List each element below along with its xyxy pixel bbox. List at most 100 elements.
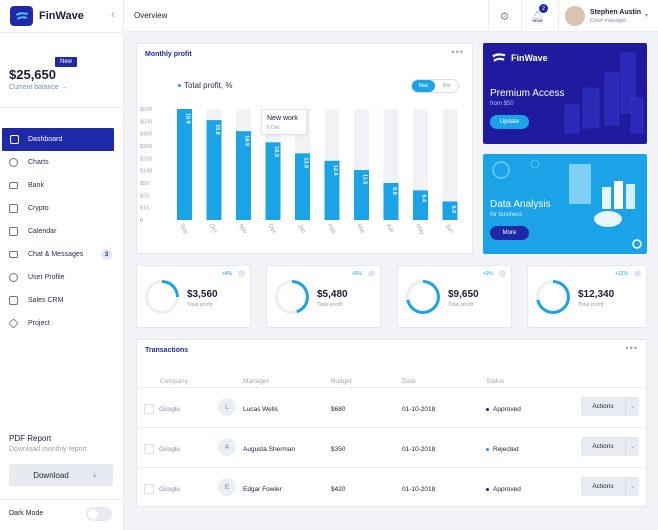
pie-chart-icon bbox=[9, 158, 18, 167]
cube-icon bbox=[9, 204, 18, 213]
stat-label: Total profit bbox=[578, 302, 604, 308]
date-cell: 01-10-2018 bbox=[402, 486, 436, 493]
dark-mode-label: Dark Mode bbox=[9, 510, 44, 517]
stat-card: $12,340 Total profit +12% bbox=[527, 265, 647, 328]
progress-ring bbox=[145, 280, 179, 314]
stat-value: $3,560 bbox=[187, 289, 218, 300]
user-icon bbox=[9, 273, 18, 282]
budget-cell: $680 bbox=[331, 406, 346, 413]
settings-button[interactable]: ⚙ bbox=[488, 0, 520, 32]
y-tick-label: $50 bbox=[140, 181, 149, 187]
stat-change: +9% bbox=[482, 271, 493, 277]
info-icon[interactable] bbox=[634, 270, 641, 277]
table-row: Google A Augusta Sherman $350 01-10-2018… bbox=[136, 427, 646, 467]
pdf-report-title: PDF Report bbox=[9, 434, 52, 443]
stat-change: +12% bbox=[615, 271, 628, 277]
column-header-date[interactable]: Date bbox=[402, 378, 416, 385]
tooltip-title: New work bbox=[267, 115, 298, 122]
credit-card-icon bbox=[9, 182, 18, 189]
bar-value-label: 6.4 bbox=[421, 194, 427, 203]
sidebar-item-chat[interactable]: Chat & Messages 3 bbox=[0, 243, 124, 266]
info-icon[interactable] bbox=[499, 270, 506, 277]
divider bbox=[0, 107, 124, 108]
actions-button[interactable]: Actions ⌄ bbox=[581, 477, 639, 496]
actions-button[interactable]: Actions ⌄ bbox=[581, 437, 639, 456]
chevron-left-icon[interactable]: ‹ bbox=[111, 9, 115, 21]
sidebar-nav: Dashboard Charts Bank Crypto Calendar Ch… bbox=[0, 128, 124, 335]
y-tick-label: $300 bbox=[140, 144, 152, 150]
sidebar-item-label: Calendar bbox=[28, 228, 57, 235]
row-checkbox[interactable] bbox=[144, 444, 154, 454]
sidebar-item-charts[interactable]: Charts bbox=[0, 151, 124, 174]
row-checkbox[interactable] bbox=[144, 404, 154, 414]
user-name: Stephen Austin bbox=[590, 9, 642, 16]
sidebar-item-dashboard[interactable]: Dashboard bbox=[2, 128, 114, 151]
current-balance-link[interactable]: Current balance → bbox=[9, 84, 68, 91]
sidebar-item-crypto[interactable]: Crypto bbox=[0, 197, 124, 220]
sidebar-item-calendar[interactable]: Calendar bbox=[0, 220, 124, 243]
info-icon[interactable] bbox=[368, 270, 375, 277]
bar-value-label: 12.4 bbox=[332, 165, 338, 177]
info-icon[interactable] bbox=[238, 270, 245, 277]
app-name: FinWave bbox=[39, 10, 84, 22]
x-tick-label: May bbox=[414, 223, 425, 236]
manager-avatar: E bbox=[218, 478, 236, 496]
bar bbox=[324, 160, 340, 220]
company-cell: Google bbox=[159, 486, 180, 493]
sidebar-item-user-profile[interactable]: User Profile bbox=[0, 266, 124, 289]
x-tick-label: Oct bbox=[208, 223, 218, 234]
stat-change: +4% bbox=[221, 271, 232, 277]
card-title: Transactions bbox=[145, 347, 189, 354]
logo-icon bbox=[10, 6, 33, 26]
chat-count-badge: 3 bbox=[101, 249, 112, 260]
gear-icon: ⚙ bbox=[499, 10, 510, 23]
stat-label: Total profit bbox=[187, 302, 213, 308]
download-button[interactable]: Download ⤓ bbox=[9, 464, 113, 486]
column-header-manager[interactable]: Manager bbox=[243, 378, 269, 385]
sidebar-item-label: Crypto bbox=[28, 205, 49, 212]
x-tick-label: Jun bbox=[444, 223, 454, 234]
max-min-toggle[interactable]: Max Min bbox=[411, 79, 459, 93]
actions-label: Actions bbox=[592, 403, 614, 410]
min-option[interactable]: Min bbox=[442, 83, 451, 89]
chevron-down-icon[interactable]: ⌄ bbox=[625, 477, 639, 496]
sidebar-item-project[interactable]: Project bbox=[0, 312, 124, 335]
status-text: Approved bbox=[493, 486, 521, 493]
chevron-down-icon[interactable]: ⌄ bbox=[625, 437, 639, 456]
company-cell: Google bbox=[159, 446, 180, 453]
logo[interactable]: FinWave bbox=[10, 6, 84, 26]
stat-label: Total profit bbox=[448, 302, 474, 308]
column-header-budget[interactable]: Budget bbox=[331, 378, 352, 385]
dark-mode-toggle[interactable] bbox=[86, 507, 112, 521]
more-button[interactable]: More bbox=[490, 226, 529, 240]
row-checkbox[interactable] bbox=[144, 484, 154, 494]
sidebar-item-bank[interactable]: Bank bbox=[0, 174, 124, 197]
more-options-icon[interactable]: ••• bbox=[625, 343, 638, 353]
bar-value-label: 11.5 bbox=[362, 174, 368, 184]
card-title: Monthly profit bbox=[145, 51, 192, 58]
stat-card: $5,480 Total profit +6% bbox=[266, 265, 381, 328]
max-option[interactable]: Max bbox=[412, 80, 435, 92]
user-menu[interactable]: Stephen Austin Chief manager ▾ bbox=[558, 0, 658, 32]
column-header-company[interactable]: Company bbox=[160, 378, 188, 385]
chevron-down-icon[interactable]: ⌄ bbox=[625, 397, 639, 416]
bar bbox=[442, 201, 458, 220]
actions-label: Actions bbox=[592, 443, 614, 450]
actions-button[interactable]: Actions ⌄ bbox=[581, 397, 639, 416]
sidebar-item-label: Bank bbox=[28, 182, 44, 189]
manager-avatar: L bbox=[218, 398, 236, 416]
notifications-button[interactable]: 🔔︎ 2 bbox=[521, 0, 553, 32]
sidebar-item-label: Sales CRM bbox=[28, 297, 64, 304]
bar-value-label: 16.9 bbox=[273, 146, 279, 157]
column-header-status[interactable]: Status bbox=[486, 378, 505, 385]
budget-cell: $420 bbox=[331, 486, 346, 493]
bar-value-label: 5.6 bbox=[450, 206, 456, 214]
premium-access-card: FinWave Premium Access from $50 Update bbox=[483, 43, 647, 144]
promo-title: Premium Access bbox=[490, 88, 565, 99]
sidebar-item-sales-crm[interactable]: Sales CRM bbox=[0, 289, 124, 312]
more-options-icon[interactable]: ••• bbox=[451, 47, 464, 57]
stat-change: +6% bbox=[351, 271, 362, 277]
stat-card: $3,560 Total profit +4% bbox=[136, 265, 251, 328]
y-tick-label: 0 bbox=[140, 218, 143, 224]
update-button[interactable]: Update bbox=[490, 115, 529, 129]
